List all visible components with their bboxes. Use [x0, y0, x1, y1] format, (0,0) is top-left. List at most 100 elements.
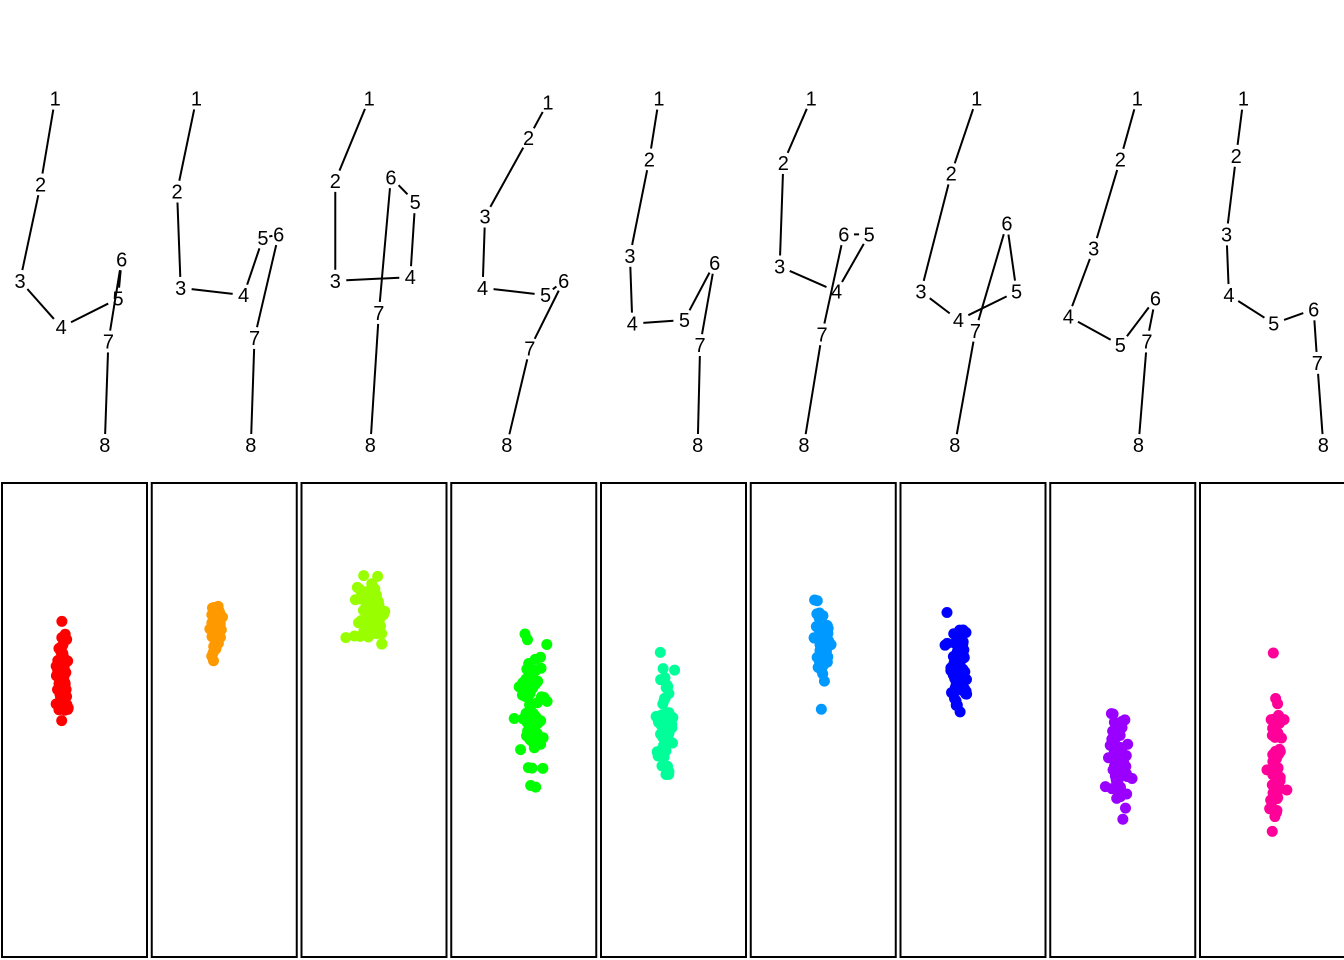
scatter-point	[508, 712, 520, 724]
scatter-point	[527, 672, 539, 684]
scatter-point	[521, 710, 533, 722]
trace-point-label: 4	[627, 314, 638, 336]
trace-segment	[21, 194, 40, 271]
trace-point-label: 2	[35, 174, 46, 196]
trace-point-label: 2	[171, 182, 182, 204]
scatter-point	[1107, 708, 1119, 720]
scatter-panel-8	[1049, 482, 1197, 958]
trace-segment	[532, 111, 544, 129]
trace-point-label: 7	[103, 331, 114, 353]
trace-segment	[1236, 109, 1244, 146]
trace-point-label: 8	[1133, 435, 1144, 457]
trace-point-label: 8	[798, 435, 809, 457]
trace-point-label: 5	[679, 310, 690, 332]
scatter-point	[663, 707, 675, 719]
scatter-panel-7	[899, 482, 1047, 958]
scatter-point	[364, 585, 376, 597]
trace-point-label: 2	[778, 153, 789, 175]
panel-frame	[600, 482, 747, 958]
scatter-point	[1270, 776, 1282, 788]
scatter-point	[657, 663, 669, 675]
scatter-point	[56, 715, 68, 727]
stroke-trace-6: 1 2 3 4 56 7 8	[774, 89, 875, 457]
trace-segment	[1095, 169, 1119, 239]
stroke-trace-7: 1 2 3 4 5 6 7 8	[915, 89, 1022, 457]
trace-point-label: 8	[245, 435, 256, 457]
panel-frame	[1199, 482, 1344, 958]
trace-segment	[1225, 245, 1230, 285]
trace-segment	[493, 288, 535, 295]
trace-point-label: 1	[191, 89, 202, 111]
trace-point-label: 6	[116, 249, 127, 271]
scatter-point	[541, 638, 553, 650]
trace-segment	[533, 290, 560, 340]
trace-point-label: 4	[405, 267, 416, 289]
trace-segment	[489, 147, 525, 208]
scatter-point	[56, 615, 68, 627]
scatter-point	[535, 651, 547, 663]
trace-point-label: 7	[1141, 331, 1152, 353]
scatter-point	[525, 735, 537, 747]
scatter-point	[1264, 803, 1276, 815]
trace-segment	[1126, 306, 1150, 337]
stroke-trace-5: 1 2 3 4 5 6 7 8	[624, 89, 720, 457]
trace-point-label: 6	[385, 167, 396, 189]
scatter-point	[957, 636, 969, 648]
trace-segment	[410, 213, 416, 267]
trace-point-label: 4	[1223, 285, 1234, 307]
trace-segment	[104, 352, 109, 435]
trace-point-label: 2	[1231, 146, 1242, 168]
trace-point-label: 1	[806, 89, 817, 111]
trace-point-label: 6	[558, 271, 569, 293]
scatter-point	[213, 630, 225, 642]
trace-point-label: 1	[1132, 89, 1143, 111]
trace-point-label: 6	[1150, 289, 1161, 311]
stroke-trace-8: 1 2 3 4 5 6 7 8	[1063, 89, 1161, 457]
trace-point-label: 1	[50, 89, 61, 111]
trace-segment	[338, 108, 366, 172]
trace-segment	[643, 319, 674, 324]
scatter-panel-4	[450, 482, 598, 958]
stroke-trace-2: 1 2 3 4 5 6 7 8	[171, 89, 284, 457]
scatter-point	[1122, 738, 1134, 750]
trace-point-label: 8	[1318, 435, 1329, 457]
scatter-point	[947, 669, 959, 681]
scatter-point	[525, 780, 537, 792]
trace-point-label: 3	[774, 257, 785, 279]
scatter-point	[1120, 802, 1132, 814]
trace-point-label: 7	[373, 303, 384, 325]
trace-point-label: 5	[1268, 314, 1279, 336]
trace-point-label: 2	[1115, 149, 1126, 171]
trace-point-label: 4	[953, 310, 964, 332]
scatter-point	[1267, 756, 1279, 768]
trace-segment	[1122, 109, 1136, 150]
trace-point-label: 2	[644, 149, 655, 171]
stroke-trace-9: 1 2 3 4 5 6 7 8	[1221, 89, 1329, 457]
scatter-point	[949, 693, 961, 705]
scatter-point	[1267, 764, 1279, 776]
scatter-panels-row	[1, 482, 1344, 958]
trace-segment	[178, 109, 196, 181]
scatter-point	[523, 657, 535, 669]
scatter-point	[541, 695, 553, 707]
scatter-point	[60, 657, 72, 669]
trace-segment	[1077, 320, 1112, 341]
trace-point-label: 5	[410, 192, 421, 214]
panel-frame	[1, 482, 148, 958]
scatter-point	[368, 609, 380, 621]
panel-frame	[749, 482, 897, 958]
panel-frame	[1049, 482, 1197, 958]
trace-point-label: 7	[816, 324, 827, 346]
trace-segment	[1226, 166, 1236, 224]
trace-segment	[508, 359, 529, 435]
scatter-point	[62, 703, 74, 715]
trace-point-label: 3	[175, 278, 186, 300]
trace-segment	[701, 273, 714, 335]
trace-point-label: 6	[273, 224, 284, 246]
scatter-point	[1272, 727, 1284, 739]
scatter-point	[1110, 773, 1122, 785]
scatter-point	[57, 639, 69, 651]
scatter-point	[1116, 715, 1128, 727]
trace-point-label: 5	[1011, 281, 1022, 303]
scatter-point	[815, 651, 827, 663]
